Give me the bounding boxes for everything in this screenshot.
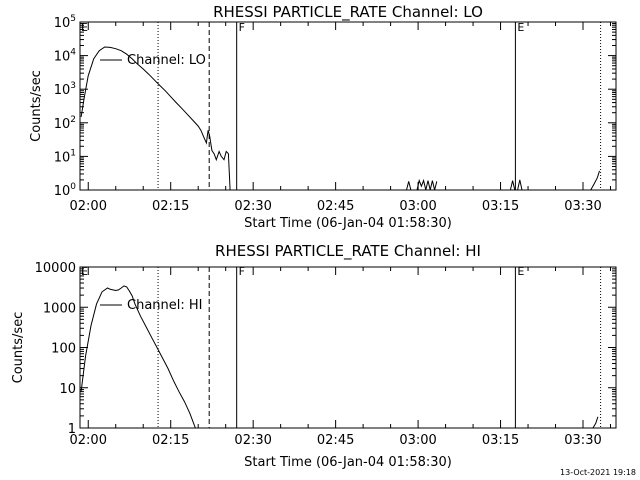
series-line-1 [80,285,196,429]
chart-title: RHESSI PARTICLE_RATE Channel: LO [213,3,483,22]
x-tick-label: 02:45 [317,199,354,214]
series-line-6 [590,170,600,191]
series-line-2 [592,416,599,429]
y-tick-label: 104 [54,48,77,65]
y-tick-label: 100 [54,182,77,199]
plot-frame [79,21,617,191]
x-tick-label: 02:15 [152,199,189,214]
x-tick-label: 03:15 [482,199,519,214]
y-tick-label: 102 [54,115,76,132]
y-axis-label: Counts/sec [29,70,44,142]
event-marker-label: E [517,265,524,278]
series-line-3 [416,178,438,191]
x-axis-label: Start Time (06-Jan-04 01:58:30) [244,216,452,231]
x-tick-label: 03:00 [399,433,436,448]
x-tick-label: 02:30 [234,199,271,214]
plot-frame [79,266,617,429]
x-tick-label: 02:45 [317,433,354,448]
x-tick-label: 02:00 [70,433,107,448]
legend-label: Channel: LO [127,53,206,68]
x-tick-label: 02:15 [152,433,189,448]
y-tick-label: 100 [51,342,76,357]
chart-title: RHESSI PARTICLE_RATE Channel: HI [215,242,481,261]
corner-label: E [81,265,88,278]
x-tick-label: 02:30 [234,433,271,448]
event-marker-label: F [239,21,245,34]
event-marker-label: F [239,265,245,278]
y-axis-label: Counts/sec [11,312,26,384]
chart-panel-lo: RHESSI PARTICLE_RATE Channel: LO 02:00 02:… [29,3,617,231]
series-line-4 [509,180,516,191]
y-tick-label: 1 [68,422,76,437]
y-tick-label: 105 [54,14,76,31]
x-tick-label: 03:30 [564,199,601,214]
x-tick-label: 03:30 [564,433,601,448]
series-line-5 [517,179,523,191]
event-marker-label: E [517,21,524,34]
y-tick-label: 10000 [35,261,76,276]
chart-panel-hi: RHESSI PARTICLE_RATE Channel: HI 02:00 02:… [11,242,617,470]
y-tick-label: 103 [54,81,76,98]
corner-label: E [81,21,88,34]
x-axis-label: Start Time (06-Jan-04 01:58:30) [244,455,452,470]
y-tick-label: 101 [54,148,76,165]
y-tick-label: 1000 [43,301,76,316]
x-tick-label: 03:00 [399,199,436,214]
series-line-2 [406,181,412,191]
footer-timestamp: 13-Oct-2021 19:18 [560,468,636,477]
y-tick-label: 10 [59,382,76,397]
x-tick-label: 02:00 [70,199,107,214]
legend-label: Channel: HI [127,298,203,313]
series-line-1 [80,46,231,191]
x-tick-label: 03:15 [482,433,519,448]
